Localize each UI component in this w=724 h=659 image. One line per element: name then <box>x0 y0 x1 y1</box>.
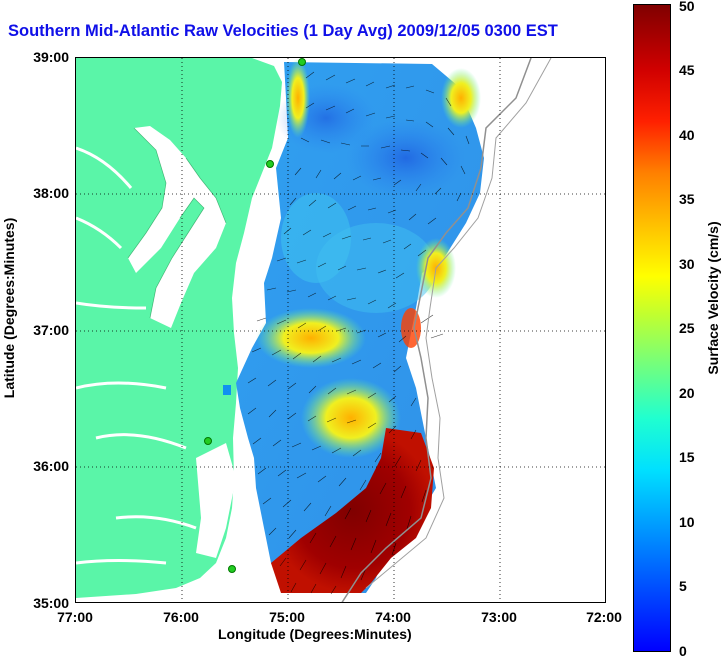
x-tick-label: 77:00 <box>57 609 93 625</box>
map-title: Southern Mid-Atlantic Raw Velocities (1 … <box>8 22 558 40</box>
radar-stations <box>204 58 306 573</box>
colorbar <box>633 4 671 652</box>
radar-station <box>228 565 236 573</box>
y-tick-label: 37:00 <box>33 322 69 338</box>
graticule <box>76 58 605 602</box>
colorbar-tick: 5 <box>679 578 687 594</box>
land-mass <box>76 58 282 598</box>
x-tick-label: 75:00 <box>269 609 305 625</box>
colorbar-tick: 0 <box>679 643 687 659</box>
x-tick-label: 76:00 <box>163 609 199 625</box>
y-tick-label: 38:00 <box>33 185 69 201</box>
coastline-detail <box>127 127 227 319</box>
bathymetry-contour <box>341 58 532 602</box>
x-tick-label: 74:00 <box>375 609 411 625</box>
colorbar-tick: 30 <box>679 256 695 272</box>
x-axis-label: Longitude (Degrees:Minutes) <box>218 626 412 642</box>
bathymetry-contour-2 <box>365 58 552 589</box>
velocity-field <box>223 58 484 595</box>
colorbar-tick: 35 <box>679 191 695 207</box>
colorbar-label: Surface Velocity (cm/s) <box>705 221 721 375</box>
y-tick-label: 39:00 <box>33 49 69 65</box>
colorbar-tick: 10 <box>679 514 695 530</box>
y-axis-label: Latitude (Degrees:Minutes) <box>1 217 17 399</box>
pamlico-sound <box>196 443 236 558</box>
colorbar-tick: 45 <box>679 62 695 78</box>
velocity-vectors <box>247 71 470 595</box>
y-tick-label: 36:00 <box>33 458 69 474</box>
radar-station <box>204 437 212 445</box>
map-plot-area <box>75 57 606 603</box>
velocity-map-svg <box>76 58 605 602</box>
colorbar-tick: 15 <box>679 449 695 465</box>
y-tick-label: 35:00 <box>33 595 69 611</box>
colorbar-tick: 20 <box>679 385 695 401</box>
radar-station <box>266 160 274 168</box>
radar-station <box>298 58 306 66</box>
colorbar-tick: 25 <box>679 320 695 336</box>
colorbar-tick: 40 <box>679 127 695 143</box>
estuary-rivers <box>76 146 197 565</box>
x-tick-label: 73:00 <box>481 609 517 625</box>
chesapeake-bay <box>128 126 226 328</box>
colorbar-tick: 50 <box>679 0 695 14</box>
x-tick-label: 72:00 <box>586 609 622 625</box>
